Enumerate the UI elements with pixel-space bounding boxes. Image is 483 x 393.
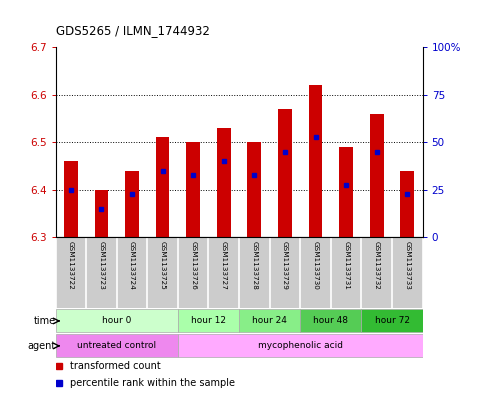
Text: GSM1133723: GSM1133723 [99, 241, 104, 290]
Bar [64, 161, 78, 237]
Text: agent: agent [28, 341, 56, 351]
FancyBboxPatch shape [239, 309, 300, 332]
Bar [95, 190, 108, 237]
Bar [370, 114, 384, 237]
Text: untreated control: untreated control [77, 342, 156, 351]
Bar [156, 138, 170, 237]
Bar [400, 171, 414, 237]
Text: GSM1133728: GSM1133728 [251, 241, 257, 290]
Text: hour 0: hour 0 [102, 316, 131, 325]
Text: hour 24: hour 24 [252, 316, 287, 325]
FancyBboxPatch shape [178, 334, 423, 357]
FancyBboxPatch shape [178, 309, 239, 332]
Text: GSM1133729: GSM1133729 [282, 241, 288, 290]
Bar [217, 128, 231, 237]
Bar [186, 142, 200, 237]
Text: GSM1133726: GSM1133726 [190, 241, 196, 290]
Text: hour 12: hour 12 [191, 316, 226, 325]
Text: hour 48: hour 48 [313, 316, 348, 325]
Text: time: time [33, 316, 56, 326]
Text: GSM1133725: GSM1133725 [159, 241, 166, 290]
Text: GSM1133730: GSM1133730 [313, 241, 319, 290]
Text: GSM1133722: GSM1133722 [68, 241, 74, 290]
Text: transformed count: transformed count [70, 360, 161, 371]
Text: GSM1133727: GSM1133727 [221, 241, 227, 290]
FancyBboxPatch shape [56, 309, 178, 332]
Text: GSM1133732: GSM1133732 [374, 241, 380, 290]
Bar [125, 171, 139, 237]
Bar [309, 85, 323, 237]
FancyBboxPatch shape [56, 334, 178, 357]
Text: percentile rank within the sample: percentile rank within the sample [70, 378, 235, 388]
Text: GDS5265 / ILMN_1744932: GDS5265 / ILMN_1744932 [56, 24, 210, 37]
Text: GSM1133733: GSM1133733 [404, 241, 411, 290]
Bar [278, 109, 292, 237]
Text: GSM1133731: GSM1133731 [343, 241, 349, 290]
Text: hour 72: hour 72 [374, 316, 410, 325]
Text: GSM1133724: GSM1133724 [129, 241, 135, 290]
Bar [339, 147, 353, 237]
Bar [247, 142, 261, 237]
FancyBboxPatch shape [361, 309, 423, 332]
Text: mycophenolic acid: mycophenolic acid [258, 342, 343, 351]
FancyBboxPatch shape [300, 309, 361, 332]
